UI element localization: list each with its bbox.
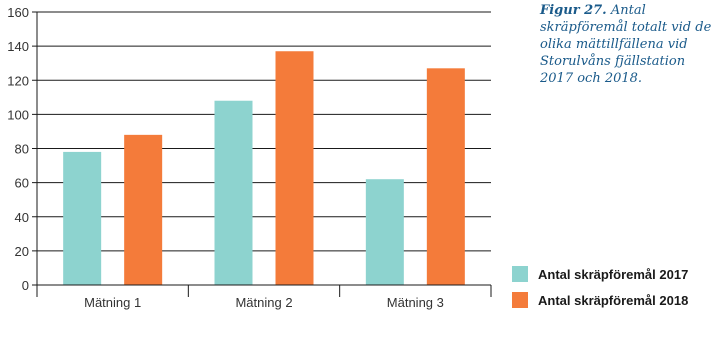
figure-number: Figur 27. xyxy=(540,3,607,18)
bar-2018-1 xyxy=(124,134,163,285)
axes xyxy=(32,11,492,297)
figure-caption: Figur 27. Antal skräpföremål totalt vid … xyxy=(540,2,717,87)
legend-label-2018: Antal skräpföremål 2018 xyxy=(538,292,689,308)
y-tick-label: 80 xyxy=(15,142,29,157)
legend-label-2017: Antal skräpföremål 2017 xyxy=(538,266,689,282)
legend: Antal skräpföremål 2017 Antal skräpförem… xyxy=(512,264,688,316)
bar-2018-2 xyxy=(275,51,314,286)
legend-swatch-2017 xyxy=(512,266,528,282)
figure-caption-text: Antal skräpföremål totalt vid de olika m… xyxy=(540,3,712,86)
bar-2017-3 xyxy=(365,179,404,285)
tick-labels: 0 20 40 60 80 100 120 140 160 Mätning 1 Mätning 2 M… xyxy=(7,5,444,310)
legend-swatch-2018 xyxy=(512,292,528,308)
x-tick-label: Mätning 1 xyxy=(84,295,141,310)
y-tick-label: 100 xyxy=(7,107,29,122)
legend-item-2018: Antal skräpföremål 2018 xyxy=(512,290,688,310)
x-tick-label: Mätning 2 xyxy=(235,295,292,310)
x-tick-label: Mätning 3 xyxy=(387,295,444,310)
gridlines xyxy=(37,11,491,252)
y-tick-label: 120 xyxy=(7,73,29,88)
y-tick-label: 0 xyxy=(22,278,29,293)
y-tick-label: 40 xyxy=(15,210,29,225)
y-tick-label: 20 xyxy=(15,244,29,259)
legend-item-2017: Antal skräpföremål 2017 xyxy=(512,264,688,284)
y-tick-label: 60 xyxy=(15,176,29,191)
bar-2018-3 xyxy=(426,68,465,286)
y-tick-label: 160 xyxy=(7,5,29,20)
bars xyxy=(63,51,465,286)
y-tick-label: 140 xyxy=(7,39,29,54)
bar-2017-2 xyxy=(214,100,253,285)
bar-2017-1 xyxy=(63,151,102,285)
